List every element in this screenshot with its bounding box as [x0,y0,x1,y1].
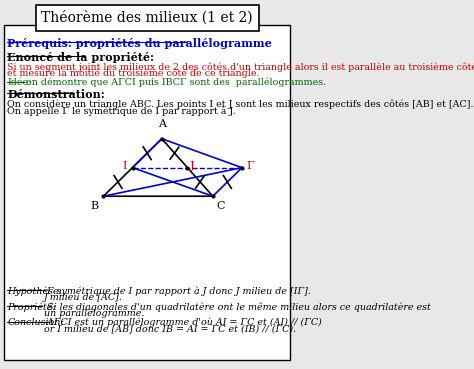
Text: Si les diagonales d'un quadrilatère ont le même milieu alors ce quadrilatère est: Si les diagonales d'un quadrilatère ont … [44,302,430,311]
Text: Hypothèse:: Hypothèse: [7,286,62,296]
Text: Γ: Γ [246,161,254,171]
Text: AΓCI est un parallélogramme d'où AI = ΓC et (AI) // (ΓC): AΓCI est un parallélogramme d'où AI = ΓC… [44,318,321,327]
Text: J milieu de [AC].: J milieu de [AC]. [44,293,123,302]
Text: I: I [123,161,128,171]
Text: un parallélogramme.: un parallélogramme. [44,308,144,318]
Text: or I milieu de [AB] donc IB = AI = ΓC et (IB) // (ΓC).: or I milieu de [AB] donc IB = AI = ΓC et… [44,324,296,334]
Text: A: A [158,119,166,129]
Text: Théorème des milieux (1 et 2): Théorème des milieux (1 et 2) [41,11,253,25]
Text: On considère un triangle ABC. Les points I et J sont les milieux respectifs des : On considère un triangle ABC. Les points… [7,100,474,109]
Text: on démontre que AΓCI puis IBCΓ sont des  parallélogrammes.: on démontre que AΓCI puis IBCΓ sont des … [23,77,326,87]
FancyBboxPatch shape [4,25,290,360]
Text: J: J [190,161,195,171]
Text: Propriété:: Propriété: [7,302,56,311]
Text: Si un segment joint les milieux de 2 des côtés d'un triangle alors il est parall: Si un segment joint les milieux de 2 des… [7,62,474,72]
Text: On appelle Γ le symétrique de I par rapport à J.: On appelle Γ le symétrique de I par rapp… [7,106,236,116]
Text: Conclusion:: Conclusion: [7,318,64,327]
Text: C: C [216,201,225,211]
Text: Prérequis: propriétés du parallélogramme: Prérequis: propriétés du parallélogramme [7,38,272,49]
Text: et mesure la moitié du troisième côté de ce triangle.: et mesure la moitié du troisième côté de… [7,69,260,78]
Text: Γ symétrique de I par rapport à J donc J milieu de [IΓ].: Γ symétrique de I par rapport à J donc J… [44,286,310,296]
Text: Idée:: Idée: [7,77,32,87]
Text: Enoncé de la propriété:: Enoncé de la propriété: [7,52,154,63]
Text: B: B [90,201,98,211]
Text: Démonstration:: Démonstration: [7,89,105,100]
